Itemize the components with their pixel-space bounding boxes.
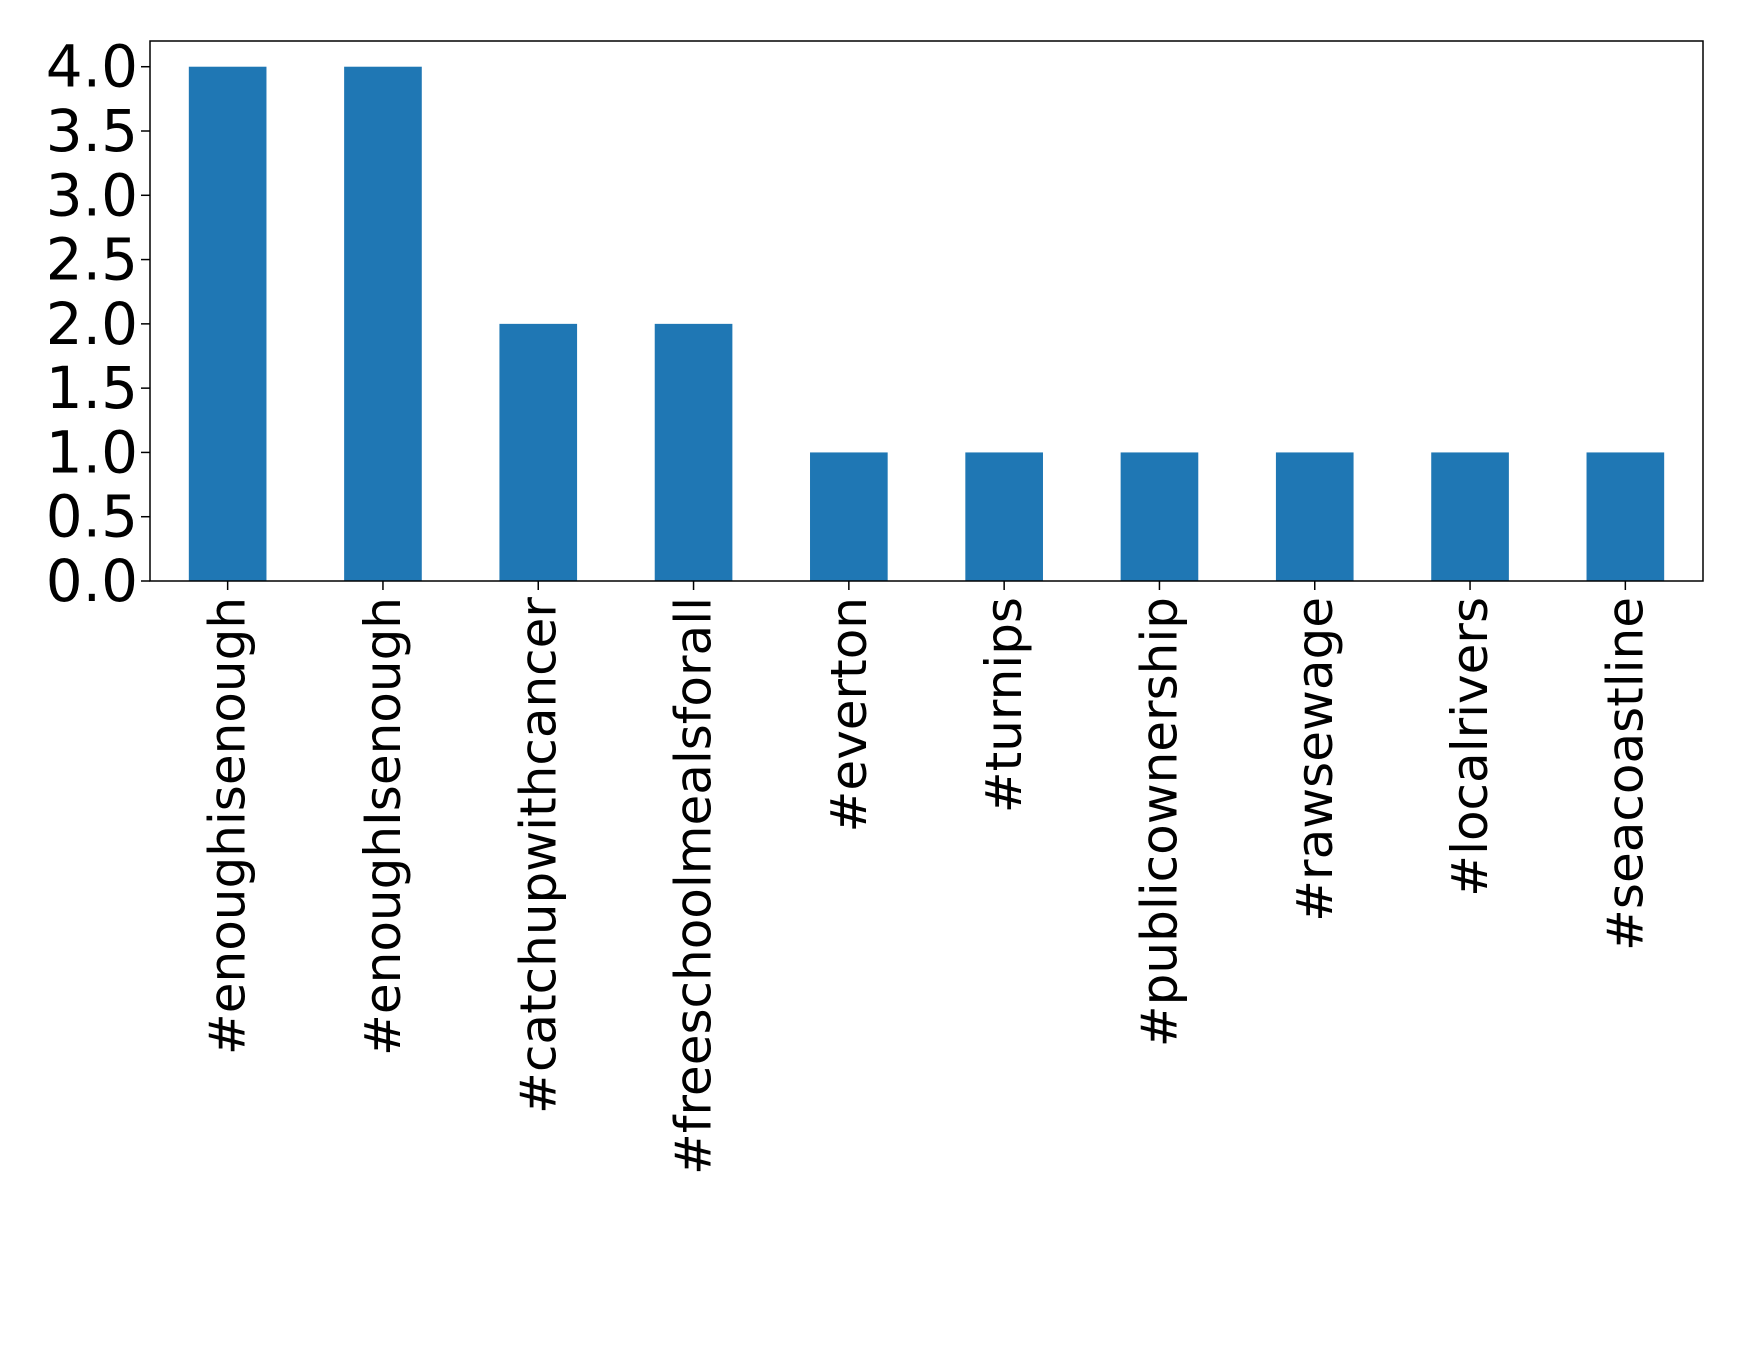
- bar-2: [499, 323, 578, 581]
- bar-9: [1586, 452, 1665, 581]
- y-tick-label-2: 1.0: [46, 418, 138, 486]
- plot-frame: [149, 40, 1704, 582]
- x-tick-label-4: #everton: [820, 597, 878, 832]
- bar-4: [810, 452, 888, 581]
- x-tick-label-5: #turnips: [975, 597, 1033, 813]
- y-tick-label-6: 3.0: [46, 161, 138, 229]
- x-tick-label-1: #enoughIsenough: [354, 597, 412, 1056]
- bar-3: [654, 323, 733, 581]
- y-tick-label-5: 2.5: [46, 226, 138, 294]
- bar-0: [188, 66, 267, 581]
- y-tick-label-4: 2.0: [46, 290, 138, 358]
- x-tick-label-9: #seacoastline: [1596, 597, 1654, 951]
- bar-6: [1120, 452, 1199, 581]
- x-axis: #enoughisenough #enoughIsenough #catchupwi…: [199, 581, 1654, 1175]
- y-tick-label-7: 3.5: [46, 97, 138, 165]
- x-tick-label-8: #localrivers: [1441, 597, 1499, 897]
- x-tick-label-3: #freeschoolmealsforall: [665, 597, 723, 1175]
- y-tick-label-0: 0.0: [46, 547, 138, 615]
- y-tick-label-1: 0.5: [46, 483, 138, 551]
- bar-5: [965, 452, 1043, 581]
- bar-1: [344, 66, 422, 581]
- y-tick-label-8: 4.0: [46, 33, 138, 101]
- y-axis: 0.00.51.01.52.02.53.03.54.0: [46, 33, 150, 615]
- bar-8: [1431, 452, 1509, 581]
- bar-7: [1275, 452, 1354, 581]
- x-tick-label-0: #enoughisenough: [199, 597, 257, 1055]
- x-tick-label-6: #publicownership: [1130, 597, 1188, 1047]
- bars-layer: [188, 66, 1665, 581]
- x-tick-label-7: #rawsewage: [1286, 597, 1344, 922]
- x-tick-label-2: #catchupwithcancer: [509, 597, 567, 1114]
- y-tick-label-3: 1.5: [46, 354, 138, 422]
